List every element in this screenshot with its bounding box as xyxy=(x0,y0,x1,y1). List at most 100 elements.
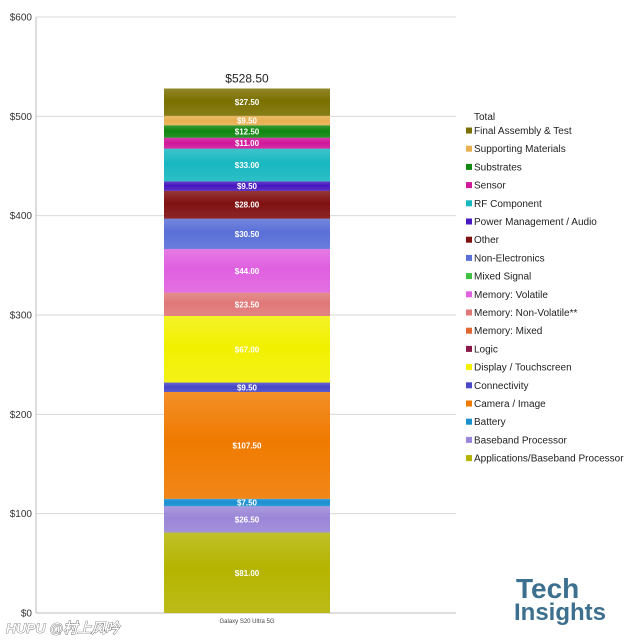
legend-entry: Logic xyxy=(474,344,498,355)
legend-swatch xyxy=(466,400,472,407)
bar-segment xyxy=(164,115,330,126)
y-tick-label: $400 xyxy=(10,211,33,222)
legend-swatch xyxy=(466,364,472,371)
legend-entry: Other xyxy=(474,235,500,246)
bar-segment-tint xyxy=(164,382,330,392)
bar-segment-tint xyxy=(164,391,330,499)
bar-segment-tint xyxy=(164,115,330,126)
segment-label: $27.50 xyxy=(235,98,260,107)
bar-segment-tint xyxy=(164,532,330,613)
legend-entry: Final Assembly & Test xyxy=(474,126,572,137)
segment-label: $67.00 xyxy=(235,345,260,354)
legend-entry: Memory: Volatile xyxy=(474,290,548,301)
bar-segment-tint xyxy=(164,88,330,116)
legend-swatch xyxy=(466,273,472,280)
bar-segments xyxy=(164,88,330,613)
legend-swatch xyxy=(466,291,472,298)
bar-segment-tint xyxy=(164,498,330,507)
legend-entry: Camera / Image xyxy=(474,399,546,410)
legend-entry: Sensor xyxy=(474,181,506,192)
legend-entry: Battery xyxy=(474,417,506,428)
bar-segment xyxy=(164,532,330,613)
bar-segment xyxy=(164,248,330,293)
legend-swatch xyxy=(466,236,472,243)
segment-label: $12.50 xyxy=(235,127,260,136)
y-tick-label: $300 xyxy=(10,311,33,322)
segment-label: $30.50 xyxy=(235,230,260,239)
legend-swatch xyxy=(466,218,472,225)
segment-label: $26.50 xyxy=(235,515,260,524)
legend-swatch xyxy=(466,382,472,389)
legend-entry: Baseband Processor xyxy=(474,435,568,446)
techinsights-logo: Tech Insights xyxy=(514,573,606,626)
legend-entry: Substrates xyxy=(474,162,522,173)
legend-entry: Mixed Signal xyxy=(474,272,531,283)
bar-segment xyxy=(164,218,330,249)
watermark-text: HUPU @村上风吟 xyxy=(6,620,121,636)
bar-segment xyxy=(164,137,330,149)
legend-swatch xyxy=(466,182,472,189)
bar-segment xyxy=(164,498,330,507)
bar-segment xyxy=(164,125,330,138)
y-tick-label: $600 xyxy=(10,13,33,24)
segment-label: $81.00 xyxy=(235,569,260,578)
legend-swatch xyxy=(466,436,472,443)
legend-swatch xyxy=(466,309,472,316)
bar-segment xyxy=(164,382,330,392)
legend-swatch xyxy=(466,127,472,134)
bar-segment-tint xyxy=(164,218,330,249)
bar-segment-tint xyxy=(164,181,330,191)
legend-entry: Memory: Mixed xyxy=(474,326,542,337)
legend-entry: RF Component xyxy=(474,199,542,210)
bar-segment-tint xyxy=(164,137,330,149)
legend-swatch xyxy=(466,345,472,352)
segment-label: $28.00 xyxy=(235,201,260,210)
bar-segment-tint xyxy=(164,125,330,138)
segment-label: $23.50 xyxy=(235,300,260,309)
segment-data-labels: $81.00 $26.50 $7.50 $107.50 $9.50 $67.00 $23.5… xyxy=(233,98,262,578)
y-axis-tick-labels: $0 $100 $200 $300 $400 $500 $600 xyxy=(10,13,33,620)
bar-segment xyxy=(164,292,330,316)
bar-segment-tint xyxy=(164,248,330,293)
legend-entry: Power Management / Audio xyxy=(474,217,597,228)
segment-label: $33.00 xyxy=(235,161,260,170)
bar-segment xyxy=(164,315,330,383)
x-category-label: Galaxy S20 Ultra 5G xyxy=(219,619,274,625)
legend-entry: Memory: Non-Volatile** xyxy=(474,308,577,319)
legend-swatch xyxy=(466,163,472,170)
segment-label: $9.50 xyxy=(237,182,258,191)
bar-segment xyxy=(164,88,330,116)
total-value-label: $528.50 xyxy=(225,72,269,86)
y-tick-label: $0 xyxy=(21,609,33,620)
bar-segment xyxy=(164,190,330,219)
segment-label: $7.50 xyxy=(237,498,258,507)
legend-entry: Applications/Baseband Processor xyxy=(474,454,624,465)
legend-entry: Connectivity xyxy=(474,381,528,392)
legend: Total Final Assembly & Test Supporting Ma… xyxy=(466,112,624,465)
logo-line-1: Tech xyxy=(516,573,579,604)
bar-segment xyxy=(164,181,330,191)
segment-label: $9.50 xyxy=(237,117,258,126)
segment-label: $107.50 xyxy=(233,441,262,450)
legend-entry: Non-Electronics xyxy=(474,253,545,264)
bar-segment-tint xyxy=(164,292,330,316)
bar-segment xyxy=(164,148,330,182)
y-tick-label: $500 xyxy=(10,112,33,123)
y-tick-label: $100 xyxy=(10,509,33,520)
segment-label: $11.00 xyxy=(235,139,260,148)
bar-segment-tint xyxy=(164,148,330,182)
legend-entry: Display / Touchscreen xyxy=(474,363,572,374)
bar-segment-tint xyxy=(164,190,330,219)
legend-swatch xyxy=(466,254,472,261)
bar-segment xyxy=(164,391,330,499)
legend-swatch xyxy=(466,455,472,462)
segment-label: $9.50 xyxy=(237,383,258,392)
bar-segment-tint xyxy=(164,315,330,383)
legend-swatch xyxy=(466,418,472,425)
logo-line-2: Insights xyxy=(514,599,606,626)
legend-swatch xyxy=(466,145,472,152)
bar-segment xyxy=(164,506,330,533)
legend-swatch xyxy=(466,200,472,207)
legend-title: Total xyxy=(474,112,495,123)
